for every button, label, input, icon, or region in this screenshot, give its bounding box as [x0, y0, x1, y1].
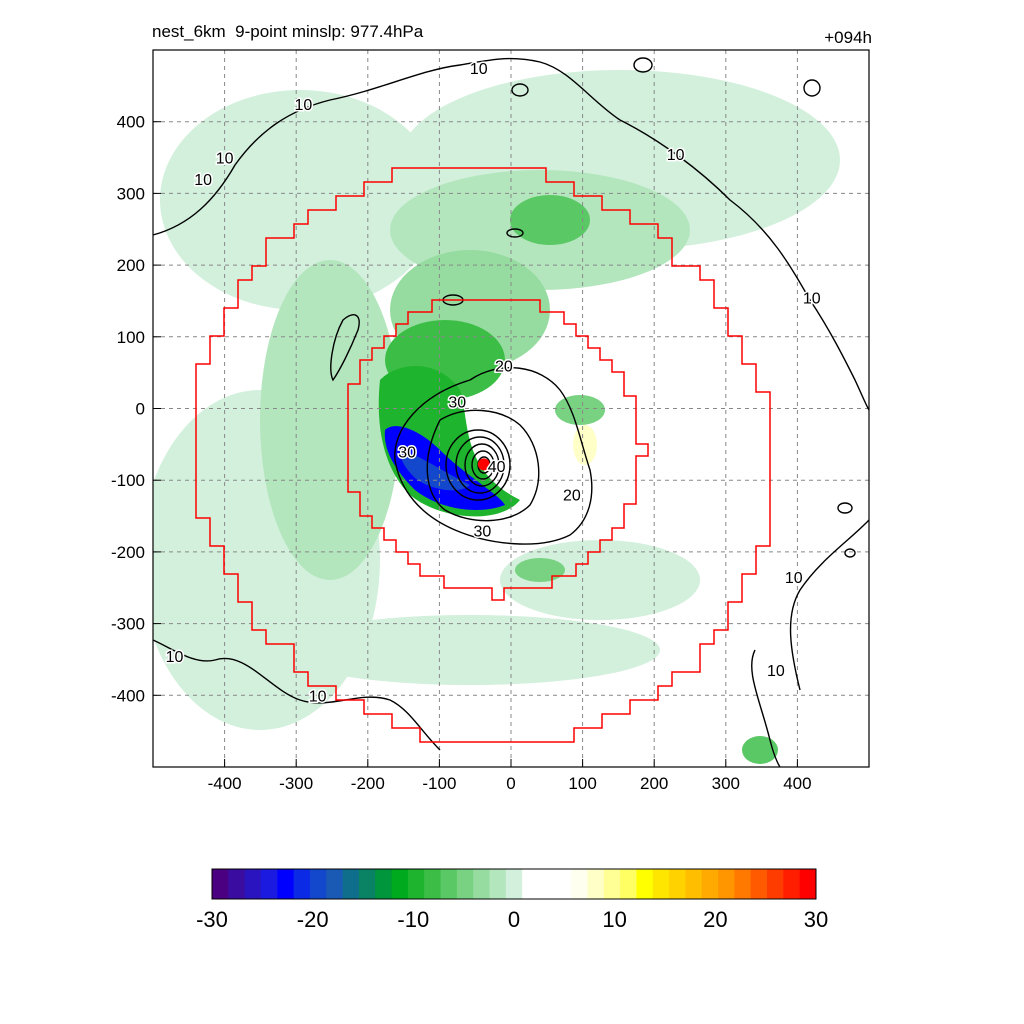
colorbar-swatch: [587, 869, 605, 899]
colorbar-swatch: [636, 869, 654, 899]
colorbar: -30 -20 -10 0 10 20 30: [196, 868, 828, 932]
x-tick-label: -300: [279, 774, 313, 793]
y-tick-label: -300: [111, 615, 145, 634]
x-tick-label: 400: [783, 774, 811, 793]
contour-label: 10: [667, 147, 685, 164]
colorbar-tick-label: 20: [703, 907, 727, 932]
y-tick-label: 100: [117, 328, 145, 347]
x-tick-label: 300: [712, 774, 740, 793]
y-tick-label: -400: [111, 686, 145, 705]
forecast-hour-label: +094h: [824, 28, 872, 47]
colorbar-swatch: [342, 869, 360, 899]
colorbar-swatch: [309, 869, 327, 899]
contour-label: 10: [166, 649, 184, 666]
colorbar-swatch: [424, 869, 442, 899]
x-tick-label: 200: [640, 774, 668, 793]
colorbar-swatch: [571, 869, 588, 899]
colorbar-swatch: [718, 869, 735, 899]
contour-label: 20: [495, 358, 513, 375]
x-tick-label: 0: [506, 774, 515, 793]
colorbar-swatch: [212, 869, 229, 899]
contour-label: 20: [563, 488, 581, 505]
colorbar-swatch: [260, 869, 278, 899]
y-tick-label: 200: [117, 256, 145, 275]
colorbar-swatch: [391, 869, 409, 899]
storm-center-dot: [477, 458, 490, 471]
y-tick-label: -200: [111, 543, 145, 562]
colorbar-tick-label: -10: [397, 907, 429, 932]
contour-label: 10: [309, 688, 327, 705]
colorbar-swatch: [783, 869, 801, 899]
colorbar-swatch: [440, 869, 458, 899]
colorbar-swatch: [407, 869, 425, 899]
contour-label: 30: [448, 394, 466, 411]
colorbar-swatch: [473, 869, 491, 899]
colorbar-swatch: [538, 869, 556, 899]
contour-label: 10: [470, 61, 488, 78]
y-tick-label: 0: [136, 400, 145, 419]
colorbar-tick-label: 30: [804, 907, 828, 932]
x-tick-label: 100: [568, 774, 596, 793]
contour-lines: [153, 57, 869, 767]
nest-domain-boundaries: [195, 167, 771, 743]
contour-label: 10: [785, 570, 803, 587]
colorbar-swatch: [456, 869, 474, 899]
inner-domain-boundary: [347, 299, 649, 601]
colorbar-swatch: [554, 869, 572, 899]
x-tick-label: -200: [351, 774, 385, 793]
colorbar-swatch: [277, 869, 295, 899]
colorbar-swatch: [375, 869, 393, 899]
colorbar-tick-label: -30: [196, 907, 228, 932]
colorbar-swatch: [685, 869, 703, 899]
colorbar-swatch: [603, 869, 621, 899]
colorbar-swatch: [522, 869, 539, 899]
y-tick-label: 300: [117, 184, 145, 203]
contour-label: 30: [398, 445, 416, 462]
colorbar-swatch: [326, 869, 344, 899]
y-axis: 400 300 200 100 0 -100 -200 -300 -400: [111, 113, 161, 705]
colorbar-swatch: [358, 869, 376, 899]
colorbar-swatch: [505, 869, 523, 899]
x-tick-label: -100: [422, 774, 456, 793]
colorbar-swatch: [701, 869, 719, 899]
contour-label: 40: [488, 459, 506, 476]
outer-domain-boundary: [195, 167, 771, 743]
colorbar-swatch: [228, 869, 246, 899]
colorbar-swatch: [652, 869, 670, 899]
colorbar-frame: [211, 868, 817, 900]
contour-label: 10: [194, 172, 212, 189]
colorbar-swatch: [293, 869, 311, 899]
colorbar-swatch: [750, 869, 768, 899]
colorbar-swatch: [799, 869, 817, 899]
colorbar-swatch: [489, 869, 507, 899]
y-tick-label: -100: [111, 471, 145, 490]
precip-field: [153, 70, 840, 764]
colorbar-swatch: [244, 869, 262, 899]
storm-center-marker: [477, 458, 490, 471]
colorbar-tick-label: -20: [297, 907, 329, 932]
x-tick-label: -400: [208, 774, 242, 793]
contour-label: 10: [216, 151, 234, 168]
contour-label: 10: [294, 97, 312, 114]
colorbar-swatch: [669, 869, 686, 899]
colorbar-swatch: [734, 869, 752, 899]
y-tick-label: 400: [117, 113, 145, 132]
chart-title: nest_6km 9-point minslp: 977.4hPa: [152, 22, 424, 41]
x-axis: -400 -300 -200 -100 0 100 200 300 400: [208, 759, 812, 793]
contour-label: 10: [803, 290, 821, 307]
colorbar-swatch: [620, 869, 637, 899]
contour-label: 10: [767, 663, 785, 680]
colorbar-tick-label: 0: [508, 907, 520, 932]
colorbar-swatch: [767, 869, 784, 899]
colorbar-tick-label: 10: [602, 907, 626, 932]
contour-label: 30: [473, 523, 491, 540]
